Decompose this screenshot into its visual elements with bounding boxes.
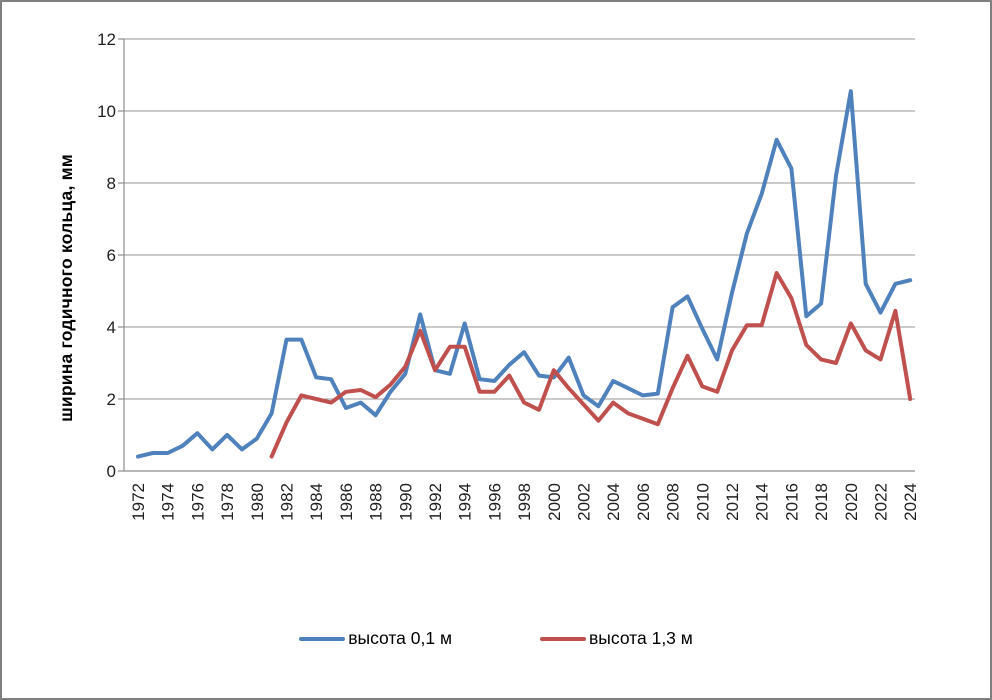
x-tick-label: 1994 (456, 483, 475, 521)
x-tick-label: 1992 (426, 483, 445, 521)
x-tick-label: 1976 (188, 483, 207, 521)
x-tick-label: 1984 (307, 483, 326, 521)
y-tick-label: 10 (97, 102, 116, 121)
x-tick-label: 1980 (248, 483, 267, 521)
y-tick-label: 4 (107, 318, 116, 337)
y-axis-title: ширина годичного кольца, мм (56, 154, 76, 422)
x-tick-label: 1998 (515, 483, 534, 521)
legend-item-0: высота 0,1 м (299, 628, 452, 649)
x-tick-label: 2014 (753, 483, 772, 521)
y-tick-label: 6 (107, 246, 116, 265)
legend: высота 0,1 м высота 1,3 м (2, 628, 990, 649)
x-tick-label: 2010 (693, 483, 712, 521)
series-line-0 (136, 89, 913, 459)
x-tick-label: 1988 (367, 483, 386, 521)
x-tick-label: 1990 (396, 483, 415, 521)
x-tick-label: 1974 (159, 483, 178, 521)
x-tick-label: 1978 (218, 483, 237, 521)
legend-line-swatch (540, 636, 586, 641)
legend-item-1: высота 1,3 м (540, 628, 693, 649)
legend-label: высота 0,1 м (348, 628, 452, 648)
x-tick-label: 1982 (278, 483, 297, 521)
x-tick-label: 2022 (872, 483, 891, 521)
legend-line-swatch (299, 636, 346, 641)
y-tick-label: 12 (97, 30, 116, 49)
x-tick-label: 1972 (129, 483, 148, 521)
y-tick-label: 8 (107, 174, 116, 193)
x-tick-label: 2018 (812, 483, 831, 521)
legend-label: высота 1,3 м (589, 628, 693, 648)
series-line-1 (269, 271, 913, 459)
x-tick-label: 2012 (723, 483, 742, 521)
x-tick-label: 2016 (782, 483, 801, 521)
y-tick-label: 0 (107, 462, 116, 481)
x-tick-label: 2008 (664, 483, 683, 521)
x-tick-label: 2020 (842, 483, 861, 521)
x-tick-label: 2006 (634, 483, 653, 521)
y-tick-label: 2 (107, 390, 116, 409)
x-tick-label: 2000 (545, 483, 564, 521)
x-tick-label: 2004 (604, 483, 623, 521)
x-tick-label: 1986 (337, 483, 356, 521)
x-tick-label: 2024 (901, 483, 920, 521)
x-tick-label: 2002 (575, 483, 594, 521)
x-tick-label: 1996 (485, 483, 504, 521)
